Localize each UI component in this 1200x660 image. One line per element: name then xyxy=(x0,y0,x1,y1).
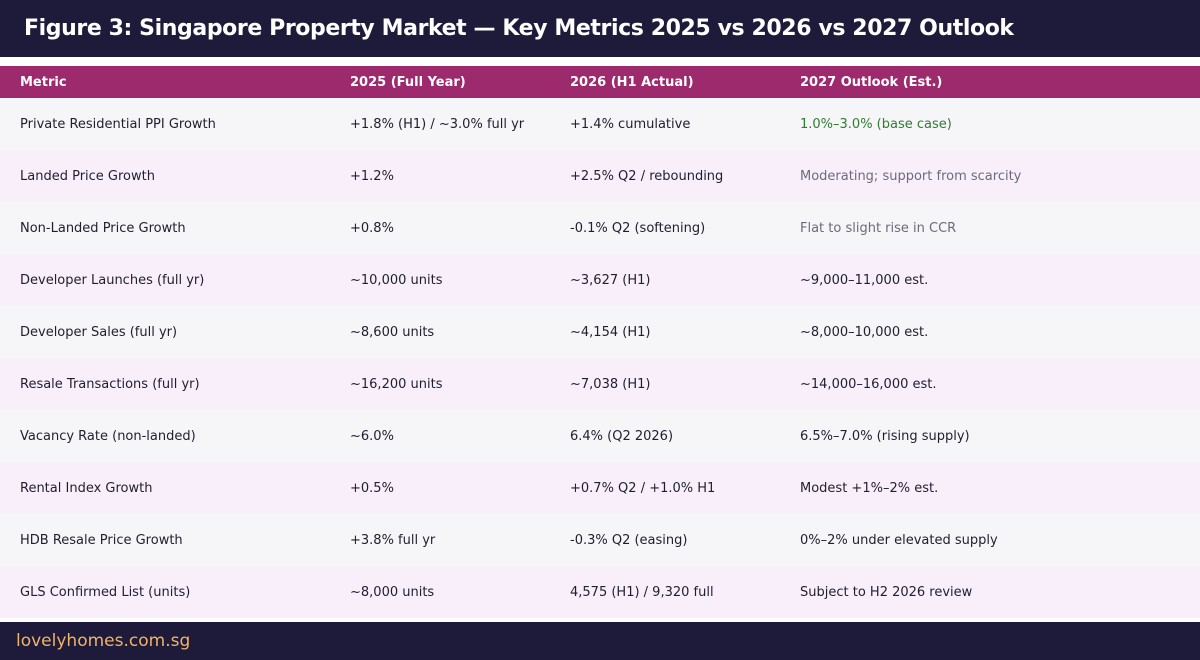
site-url: lovelyhomes.com.sg xyxy=(16,631,191,651)
metric-cell: Private Residential PPI Growth xyxy=(20,116,216,132)
outlook-2027-cell: Subject to H2 2026 review xyxy=(800,584,973,600)
column-header-2026: 2026 (H1 Actual) xyxy=(570,74,694,90)
value-2025-cell: +1.2% xyxy=(350,168,394,184)
outlook-2027-cell: Flat to slight rise in CCR xyxy=(800,220,957,236)
value-2026-cell: ~7,038 (H1) xyxy=(570,376,651,392)
table-row: HDB Resale Price Growth +3.8% full yr -0… xyxy=(0,514,1200,566)
metric-cell: Resale Transactions (full yr) xyxy=(20,376,200,392)
table-row: Rental Index Growth +0.5% +0.7% Q2 / +1.… xyxy=(0,462,1200,514)
value-2026-cell: +2.5% Q2 / rebounding xyxy=(570,168,724,184)
outlook-2027-cell: 1.0%–3.0% (base case) xyxy=(800,116,952,132)
metric-cell: Landed Price Growth xyxy=(20,168,155,184)
value-2026-cell: +0.7% Q2 / +1.0% H1 xyxy=(570,480,716,496)
value-2025-cell: ~8,600 units xyxy=(350,324,435,340)
outlook-2027-cell: Modest +1%–2% est. xyxy=(800,480,939,496)
metric-cell: Rental Index Growth xyxy=(20,480,153,496)
column-header-2027: 2027 Outlook (Est.) xyxy=(800,74,943,90)
outlook-2027-cell: 6.5%–7.0% (rising supply) xyxy=(800,428,970,444)
value-2026-cell: -0.3% Q2 (easing) xyxy=(570,532,688,548)
footer-bar: lovelyhomes.com.sg xyxy=(0,622,1200,660)
value-2025-cell: +0.5% xyxy=(350,480,394,496)
outlook-2027-cell: 0%–2% under elevated supply xyxy=(800,532,998,548)
metrics-table: Metric 2025 (Full Year) 2026 (H1 Actual)… xyxy=(0,66,1200,618)
metric-cell: Vacancy Rate (non-landed) xyxy=(20,428,196,444)
value-2026-cell: 6.4% (Q2 2026) xyxy=(570,428,674,444)
title-bar: Figure 3: Singapore Property Market — Ke… xyxy=(0,0,1200,57)
metric-cell: Developer Sales (full yr) xyxy=(20,324,178,340)
page-title: Figure 3: Singapore Property Market — Ke… xyxy=(24,16,1014,41)
table-row: Vacancy Rate (non-landed) ~6.0% 6.4% (Q2… xyxy=(0,410,1200,462)
outlook-2027-cell: ~8,000–10,000 est. xyxy=(800,324,929,340)
metric-cell: HDB Resale Price Growth xyxy=(20,532,183,548)
table-row: Resale Transactions (full yr) ~16,200 un… xyxy=(0,358,1200,410)
table-row: Developer Launches (full yr) ~10,000 uni… xyxy=(0,254,1200,306)
metric-cell: Non-Landed Price Growth xyxy=(20,220,186,236)
value-2026-cell: ~4,154 (H1) xyxy=(570,324,651,340)
value-2025-cell: ~8,000 units xyxy=(350,584,435,600)
metric-cell: GLS Confirmed List (units) xyxy=(20,584,191,600)
outlook-2027-cell: ~9,000–11,000 est. xyxy=(800,272,929,288)
value-2026-cell: +1.4% cumulative xyxy=(570,116,691,132)
table-row: Developer Sales (full yr) ~8,600 units ~… xyxy=(0,306,1200,358)
column-header-metric: Metric xyxy=(20,74,67,90)
value-2025-cell: ~6.0% xyxy=(350,428,394,444)
value-2025-cell: +3.8% full yr xyxy=(350,532,436,548)
outlook-2027-cell: ~14,000–16,000 est. xyxy=(800,376,937,392)
value-2025-cell: +0.8% xyxy=(350,220,394,236)
outlook-2027-cell: Moderating; support from scarcity xyxy=(800,168,1022,184)
value-2025-cell: ~16,200 units xyxy=(350,376,443,392)
value-2026-cell: -0.1% Q2 (softening) xyxy=(570,220,706,236)
value-2025-cell: +1.8% (H1) / ~3.0% full yr xyxy=(350,116,525,132)
value-2026-cell: 4,575 (H1) / 9,320 full xyxy=(570,584,714,600)
metric-cell: Developer Launches (full yr) xyxy=(20,272,205,288)
value-2026-cell: ~3,627 (H1) xyxy=(570,272,651,288)
table-row: Landed Price Growth +1.2% +2.5% Q2 / reb… xyxy=(0,150,1200,202)
title-spacer xyxy=(0,57,1200,66)
table-row: GLS Confirmed List (units) ~8,000 units … xyxy=(0,566,1200,618)
value-2025-cell: ~10,000 units xyxy=(350,272,443,288)
column-header-2025: 2025 (Full Year) xyxy=(350,74,466,90)
table-row: Private Residential PPI Growth +1.8% (H1… xyxy=(0,98,1200,150)
table-row: Non-Landed Price Growth +0.8% -0.1% Q2 (… xyxy=(0,202,1200,254)
table-header-row: Metric 2025 (Full Year) 2026 (H1 Actual)… xyxy=(0,66,1200,98)
